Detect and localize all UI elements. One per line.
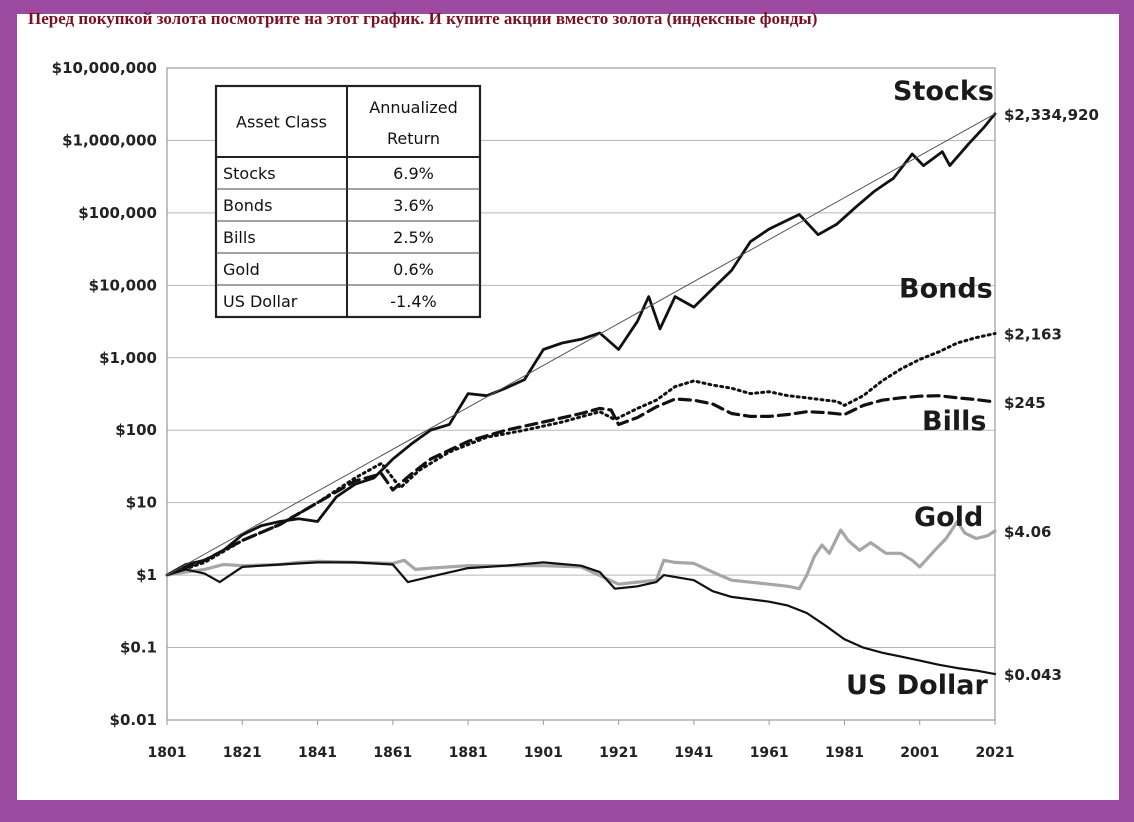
y-tick-label: $10,000 bbox=[89, 276, 157, 294]
table-cell-asset: Stocks bbox=[223, 164, 276, 183]
y-tick-label: $100,000 bbox=[78, 204, 157, 222]
table-cell-return: 2.5% bbox=[393, 228, 434, 247]
headline: Перед покупкой золота посмотрите на этот… bbox=[28, 9, 818, 28]
series-line-trend bbox=[166, 113, 996, 576]
x-tick-label: 1981 bbox=[825, 745, 864, 761]
table-cell-return: 6.9% bbox=[393, 164, 434, 183]
x-tick-label: 1881 bbox=[449, 745, 488, 761]
series-line-bills bbox=[165, 394, 997, 577]
table-cell-return: 3.6% bbox=[393, 196, 434, 215]
table-header-return-line1: Annualized bbox=[369, 98, 457, 117]
table-header-asset-class: Asset Class bbox=[236, 113, 327, 132]
x-tick-label: 2021 bbox=[976, 745, 1015, 761]
end-value-bonds: $2,163 bbox=[1004, 326, 1062, 344]
y-tick-label: $1,000 bbox=[99, 349, 157, 367]
x-tick-label: 1861 bbox=[373, 745, 412, 761]
table-cell-asset: US Dollar bbox=[223, 292, 298, 311]
table-cell-return: 0.6% bbox=[393, 260, 434, 279]
series-line-stocks bbox=[165, 112, 997, 577]
table-cell-asset: Bills bbox=[223, 228, 256, 247]
series-line-bonds bbox=[165, 332, 997, 577]
end-value-bills: $245 bbox=[1004, 394, 1046, 412]
x-tick-label: 1901 bbox=[524, 745, 563, 761]
series-labels: Stocks $2,334,920 Bonds $2,163 Bills $245 Gold… bbox=[846, 76, 1099, 701]
series-line-us-dollar bbox=[165, 561, 997, 676]
y-tick-label: $0.01 bbox=[110, 711, 157, 729]
table-header-return-line2: Return bbox=[387, 129, 440, 148]
y-tick-label: $100 bbox=[115, 421, 157, 439]
y-tick-label: $1 bbox=[136, 566, 157, 584]
x-tick-label: 1821 bbox=[223, 745, 262, 761]
y-tick-label: $10,000,000 bbox=[52, 59, 157, 77]
x-tick-label: 1801 bbox=[148, 745, 187, 761]
series-name-bills: Bills bbox=[922, 406, 986, 437]
table-cell-asset: Gold bbox=[223, 260, 260, 279]
series-name-bonds: Bonds bbox=[899, 274, 993, 305]
y-tick-label: $1,000,000 bbox=[62, 131, 157, 149]
series-name-gold: Gold bbox=[914, 502, 983, 533]
y-tick-label: $10 bbox=[126, 494, 157, 512]
series-name-stocks: Stocks bbox=[893, 76, 994, 107]
end-value-gold: $4.06 bbox=[1004, 523, 1051, 541]
x-tick-label: 1961 bbox=[750, 745, 789, 761]
end-value-stocks: $2,334,920 bbox=[1004, 106, 1099, 124]
x-tick-label: 1941 bbox=[674, 745, 713, 761]
table-cell-return: -1.4% bbox=[390, 292, 436, 311]
x-tick-label: 2001 bbox=[900, 745, 939, 761]
y-tick-label: $0.1 bbox=[120, 639, 157, 657]
x-tick-label: 1921 bbox=[599, 745, 638, 761]
chart-panel bbox=[17, 14, 1119, 800]
series-name-us-dollar: US Dollar bbox=[846, 670, 988, 701]
table-cell-asset: Bonds bbox=[223, 196, 272, 215]
series-lines bbox=[165, 112, 997, 676]
x-tick-label: 1841 bbox=[298, 745, 337, 761]
axes: $10,000,000 $1,000,000 $100,000 $10,000 $1,0… bbox=[52, 59, 1015, 761]
end-value-us-dollar: $0.043 bbox=[1004, 666, 1062, 684]
series-line-gold bbox=[165, 519, 997, 591]
plot-frame bbox=[166, 67, 996, 721]
returns-table: Asset Class Annualized Return Stocks 6.9% Bon… bbox=[214, 84, 482, 319]
